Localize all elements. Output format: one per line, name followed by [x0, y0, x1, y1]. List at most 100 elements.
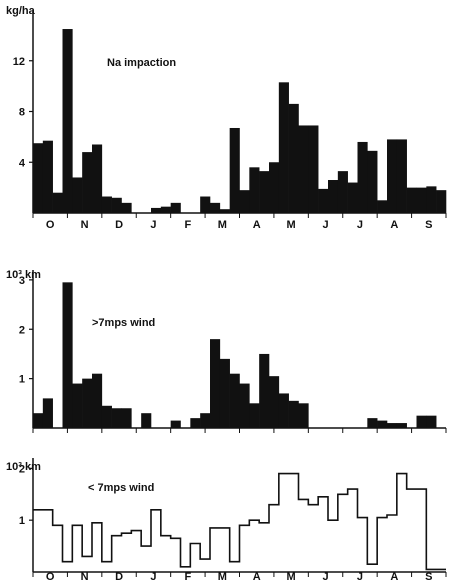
y-tick-label: 4 — [19, 157, 26, 169]
x-tick-label: J — [150, 219, 156, 231]
bar — [416, 187, 427, 214]
bar — [33, 413, 44, 428]
x-tick-label: S — [425, 219, 432, 231]
y-axis-label: 10³ km — [6, 461, 41, 473]
bar — [318, 188, 329, 213]
bar — [200, 196, 211, 213]
bar — [72, 177, 83, 213]
x-tick-label: J — [322, 571, 328, 583]
bar — [259, 171, 270, 213]
bar — [33, 143, 44, 213]
x-tick-label: N — [81, 219, 89, 231]
bar — [249, 167, 260, 213]
bar — [82, 378, 93, 429]
x-tick-label: M — [287, 571, 296, 583]
series-annotation: < 7mps wind — [88, 482, 154, 494]
bar — [160, 206, 171, 213]
bar — [121, 408, 132, 428]
bar — [357, 141, 368, 213]
x-tick-label: F — [185, 571, 192, 583]
bar — [269, 376, 280, 428]
bar — [298, 403, 309, 428]
bar — [367, 418, 378, 429]
bar — [170, 202, 181, 213]
bar — [298, 125, 309, 213]
bar — [426, 186, 437, 213]
bar — [269, 162, 280, 213]
bar — [42, 140, 53, 213]
y-tick-label: 2 — [19, 324, 25, 336]
bar — [101, 196, 112, 213]
bar — [406, 187, 417, 214]
bar — [219, 358, 230, 429]
bar — [347, 182, 358, 213]
x-tick-label: A — [390, 219, 398, 231]
x-tick-label: D — [115, 571, 123, 583]
bar — [170, 420, 181, 428]
y-tick-label: 3 — [19, 275, 25, 287]
bar — [377, 200, 388, 213]
bar — [72, 383, 83, 428]
y-tick-label: 2 — [19, 463, 25, 475]
bar — [387, 423, 398, 428]
x-tick-label: A — [253, 571, 261, 583]
y-tick-label: 8 — [19, 107, 25, 119]
bar — [200, 413, 211, 428]
series-annotation: >7mps wind — [92, 317, 155, 329]
bar — [52, 192, 63, 213]
bar — [328, 180, 339, 213]
bar — [111, 197, 122, 213]
x-tick-label: D — [115, 219, 123, 231]
x-tick-label: M — [218, 219, 227, 231]
bar — [92, 373, 103, 428]
bar — [101, 405, 112, 428]
bar — [111, 408, 122, 428]
bar — [92, 144, 103, 213]
bar — [82, 152, 93, 213]
bar — [288, 400, 299, 428]
bar — [121, 202, 132, 213]
bar — [62, 29, 73, 214]
bar — [416, 415, 427, 428]
bar — [229, 127, 240, 213]
x-tick-label: O — [46, 219, 55, 231]
bar — [396, 423, 407, 428]
bar — [308, 125, 319, 213]
x-tick-label: J — [322, 219, 328, 231]
bar — [249, 403, 260, 428]
x-tick-label: N — [81, 571, 89, 583]
x-tick-label: M — [287, 219, 296, 231]
y-axis-label: kg/ha — [6, 5, 36, 17]
bar — [190, 418, 201, 429]
step-line — [33, 472, 446, 571]
x-tick-label: O — [46, 571, 55, 583]
x-tick-label: A — [253, 219, 261, 231]
x-tick-label: J — [357, 219, 363, 231]
x-tick-label: J — [357, 571, 363, 583]
x-tick-label: M — [218, 571, 227, 583]
y-tick-label: 12 — [13, 56, 25, 68]
bar — [62, 282, 73, 428]
x-tick-label: F — [185, 219, 192, 231]
y-tick-label: 1 — [19, 374, 25, 386]
bar — [210, 339, 221, 429]
bar — [337, 171, 348, 213]
bar — [239, 190, 250, 213]
x-tick-label: A — [390, 571, 398, 583]
bar — [377, 420, 388, 428]
y-tick-label: 1 — [19, 515, 25, 527]
bar — [42, 398, 53, 429]
bar — [259, 353, 270, 428]
bar — [278, 82, 289, 213]
bar — [426, 415, 437, 428]
bar — [151, 207, 162, 213]
y-axis-label: 10³ km — [6, 269, 41, 281]
bar — [278, 393, 289, 428]
bar — [210, 202, 221, 213]
x-tick-label: S — [425, 571, 432, 583]
bar — [436, 190, 447, 213]
bar — [367, 150, 378, 213]
bar — [387, 139, 398, 213]
x-tick-label: J — [150, 571, 156, 583]
